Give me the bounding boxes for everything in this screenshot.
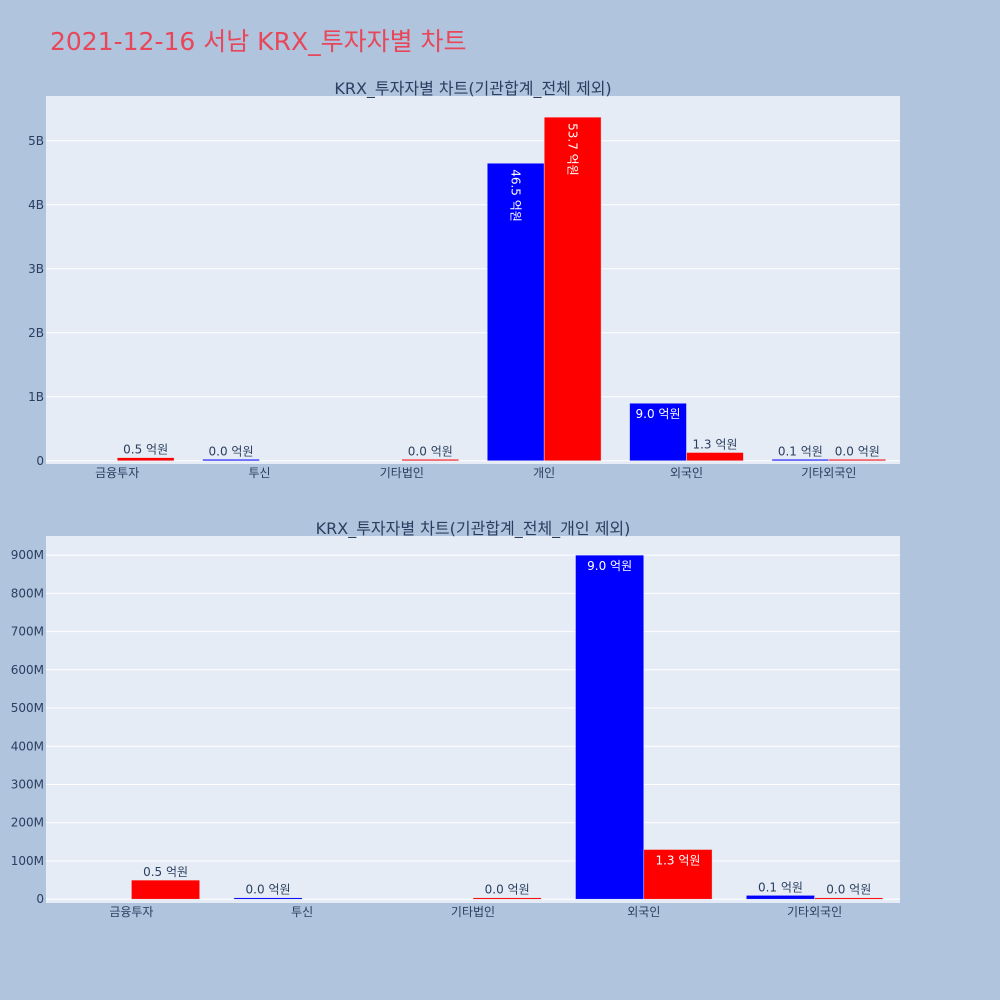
bar [131,879,200,900]
y-tick-label: 1B [28,390,44,404]
bar [746,895,815,900]
y-tick-label: 0 [36,454,44,468]
data-label: 53.7 억원 [566,123,580,176]
data-label: 0.0 억원 [835,444,880,458]
x-tick-label: 금융투자 [95,466,139,480]
y-tick-label: 800M [11,586,44,600]
y-tick-label: 600M [11,663,44,677]
bar [643,849,713,900]
y-tick-label: 400M [11,739,44,753]
x-tick-label: 외국인 [627,905,660,919]
data-label: 46.5 억원 [509,169,523,222]
y-tick-label: 500M [11,701,44,715]
data-label: 0.1 억원 [758,880,803,894]
x-tick-label: 기타법인 [380,466,424,480]
bar [575,554,645,900]
y-tick-label: 2B [28,326,44,340]
chart-excluding-individual: KRX_투자자별 차트(기관합계_전체_개인 제외) 0 100M 200M 300M 4… [11,519,900,919]
y-tick-label: 5B [28,134,44,148]
bar [116,457,175,462]
y-tick-label: 300M [11,777,44,791]
bar [233,897,303,900]
data-label: 1.3 억원 [655,853,700,867]
y-tick-label: 0 [36,892,44,906]
y-tick-label: 3B [28,262,44,276]
chart-title: KRX_투자자별 차트(기관합계_전체_개인 제외) [316,519,631,539]
data-label: 0.5 억원 [123,443,168,457]
chart-title: KRX_투자자별 차트(기관합계_전체 제외) [334,79,611,99]
data-label: 0.0 억원 [826,883,871,897]
x-tick-label: 기타외국인 [787,905,842,919]
bar [543,116,602,462]
data-label: 1.3 억원 [692,437,737,451]
x-tick-label: 금융투자 [109,905,153,919]
data-label: 9.0 억원 [587,559,632,573]
y-tick-label: 4B [28,198,44,212]
data-label: 0.0 억원 [485,883,530,897]
page-title: 2021-12-16 서남 KRX_투자자별 차트 [50,27,467,56]
bar [828,459,887,462]
y-tick-label: 200M [11,816,44,830]
x-tick-label: 기타법인 [451,905,495,919]
bar [814,897,884,900]
x-tick-label: 투신 [291,905,313,919]
bar [202,459,260,462]
x-tick-label: 투신 [248,466,270,480]
plot-area [46,96,900,464]
chart-all-investors: KRX_투자자별 차트(기관합계_전체 제외) 0 1B 2B 3B 4B 5B 금융투자 0.… [28,79,900,480]
bar [472,897,542,900]
x-tick-label: 개인 [533,466,555,480]
data-label: 0.0 억원 [408,444,453,458]
bar [401,459,460,462]
data-label: 0.0 억원 [246,883,291,897]
plot-area [46,536,900,903]
y-tick-label: 700M [11,625,44,639]
y-tick-label: 900M [11,548,44,562]
data-label: 9.0 억원 [636,407,681,421]
bar [686,452,744,462]
x-tick-label: 외국인 [670,466,703,480]
bar [771,459,830,462]
bar [629,402,687,462]
data-label: 0.1 억원 [778,444,823,458]
data-label: 0.0 억원 [209,444,254,458]
x-tick-label: 기타외국인 [801,466,856,480]
data-label: 0.5 억원 [143,865,188,879]
y-tick-label: 100M [11,854,44,868]
